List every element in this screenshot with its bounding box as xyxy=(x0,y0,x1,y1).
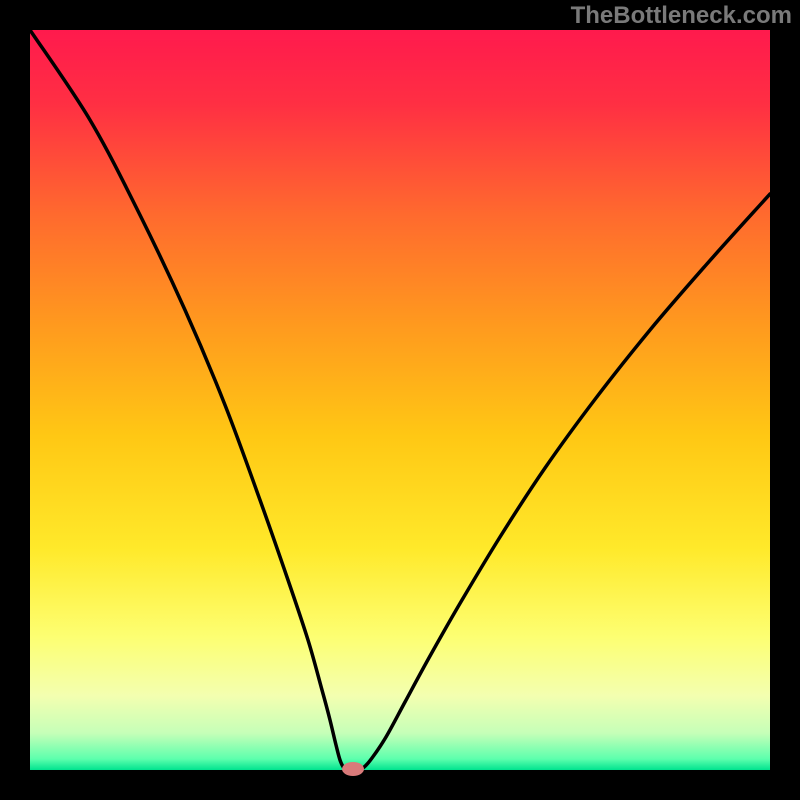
chart-background xyxy=(30,30,770,770)
watermark-text: TheBottleneck.com xyxy=(571,2,792,30)
optimal-point-marker xyxy=(342,762,364,776)
